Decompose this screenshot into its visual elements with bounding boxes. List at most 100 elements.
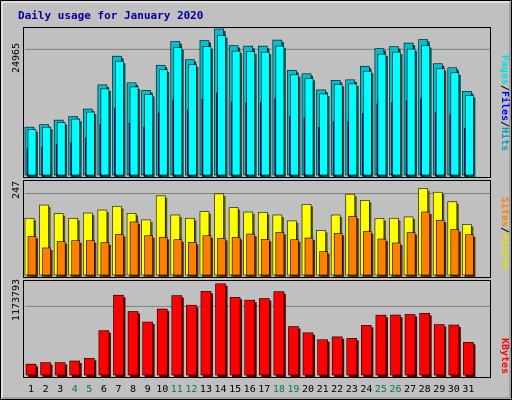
pages-bar — [129, 86, 139, 176]
sites-bar — [363, 231, 372, 276]
kbytes-bar — [273, 291, 285, 376]
sites-bar — [173, 239, 183, 276]
kbytes-bar — [142, 321, 153, 376]
x-tick-label: 4 — [72, 384, 78, 395]
sites-bar — [231, 237, 241, 276]
pages-bar — [144, 94, 153, 176]
kbytes-bar — [156, 308, 168, 376]
sites-bar — [42, 247, 51, 276]
x-tick-label: 21 — [317, 384, 329, 395]
x-tick-label: 15 — [229, 384, 241, 395]
sites-bar — [188, 242, 197, 276]
kbytes-bar — [361, 325, 372, 376]
kbytes-bar — [229, 297, 241, 376]
sites-bar — [465, 234, 474, 276]
pages-bar — [435, 68, 445, 176]
kbytes-panel-y-tick-label: 1173793 — [11, 279, 22, 321]
kbytes-bar — [448, 324, 460, 376]
x-tick-label: 10 — [156, 384, 168, 395]
visits-panel-bars — [24, 188, 490, 277]
x-tick-label: 11 — [171, 384, 183, 395]
sites-bar — [217, 238, 226, 276]
svg-text:Pages/Files/Hits: Pages/Files/Hits — [499, 55, 511, 151]
pages-bar — [42, 126, 51, 176]
kbytes-bar — [433, 324, 445, 376]
kbytes-bar — [419, 312, 430, 376]
x-tick-label: 7 — [115, 384, 121, 395]
kbytes-bar — [215, 283, 226, 376]
hits-panel-y-tick-label: 24965 — [11, 43, 22, 73]
pages-bar — [319, 93, 328, 176]
x-tick-label: 29 — [433, 384, 445, 395]
kbytes-bar — [331, 336, 343, 376]
pages-bar — [377, 53, 387, 176]
x-tick-label: 6 — [101, 384, 107, 395]
sites-bar — [304, 237, 314, 276]
kbytes-bar — [390, 314, 401, 376]
kbytes-bar — [98, 330, 110, 376]
x-tick-label: 19 — [287, 384, 299, 395]
pages-bar — [275, 45, 285, 176]
x-tick-label: 1 — [28, 384, 34, 395]
legend-hits: Hits — [499, 127, 511, 151]
pages-bar — [71, 118, 81, 176]
sites-bar — [100, 242, 110, 276]
legend-visits: Visits — [499, 233, 511, 269]
kbytes-bar — [317, 339, 328, 376]
sites-bar — [421, 211, 430, 276]
kbytes-bar — [40, 362, 51, 376]
sites-bar — [348, 215, 358, 276]
kbytes-bar — [84, 358, 95, 376]
sites-bar — [129, 221, 139, 276]
pages-bar — [421, 45, 430, 176]
x-tick-label: 26 — [389, 384, 401, 395]
kbytes-bar — [258, 298, 270, 376]
x-tick-label: 14 — [215, 384, 227, 395]
sites-bar — [450, 229, 460, 276]
x-tick-label: 25 — [375, 384, 387, 395]
legend-files: Files — [499, 91, 511, 121]
pages-bar — [406, 48, 416, 176]
x-tick-label: 8 — [130, 384, 136, 395]
pages-bar — [304, 78, 314, 176]
chart-title: Daily usage for January 2020 — [18, 9, 203, 22]
pages-bar — [231, 50, 241, 176]
sites-bar — [27, 236, 37, 276]
pages-bar — [348, 83, 358, 176]
sites-bar — [144, 235, 153, 276]
x-tick-label: 20 — [302, 384, 314, 395]
pages-bar — [188, 64, 197, 176]
kbytes-bar — [127, 311, 139, 376]
pages-bar — [290, 74, 299, 176]
kbytes-bar — [54, 362, 66, 376]
kbytes-bar — [69, 360, 81, 376]
x-tick-label: 27 — [404, 384, 416, 395]
kbytes-bar — [346, 338, 358, 376]
hits-panel-legend: Pages/Files/Hits — [499, 55, 511, 151]
sites-bar — [158, 237, 168, 276]
pages-bar — [27, 129, 37, 176]
x-tick-label: 28 — [419, 384, 431, 395]
x-tick-label: 13 — [200, 384, 212, 395]
pages-bar — [246, 51, 255, 176]
x-tick-label: 18 — [273, 384, 285, 395]
kbytes-bar — [463, 342, 474, 376]
visits-panel-legend: Sites/Visits — [499, 197, 511, 269]
sites-bar — [260, 239, 270, 276]
sites-bar — [319, 251, 328, 276]
kbytes-bar — [113, 294, 124, 376]
sites-bar — [406, 232, 416, 276]
x-tick-label: 24 — [360, 384, 372, 395]
sites-bar — [246, 233, 255, 276]
x-tick-label: 2 — [43, 384, 49, 395]
visits-panel-y-tick-label: 247 — [11, 181, 22, 199]
kbytes-bar — [186, 304, 197, 376]
x-tick-label: 16 — [244, 384, 256, 395]
pages-bar — [86, 111, 95, 176]
sites-bar — [56, 241, 66, 276]
pages-bar — [115, 60, 124, 176]
pages-bar — [56, 122, 66, 176]
x-tick-label: 3 — [57, 384, 63, 395]
pages-bar — [333, 84, 343, 176]
